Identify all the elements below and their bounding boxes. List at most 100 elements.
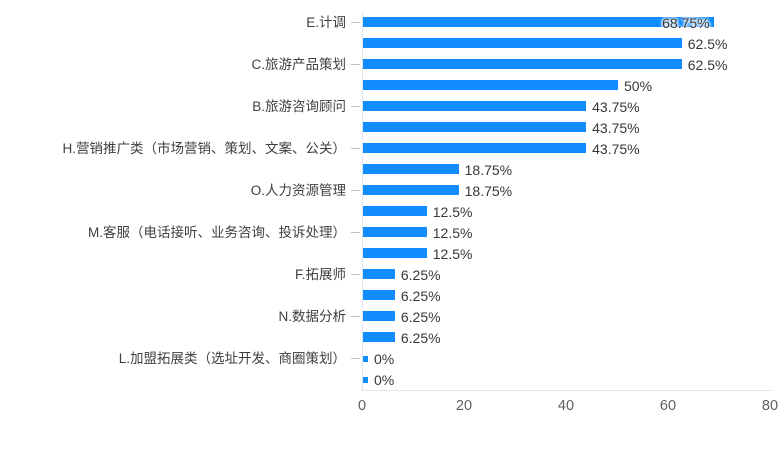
x-axis-tick-label: 20 [455,398,473,414]
value-label: 62.5% [687,56,728,73]
bar-row: 6.25% [363,327,771,348]
x-axis-tick-label: 60 [659,398,677,414]
category-tick [351,43,360,44]
category-label-row [0,33,362,54]
category-tick [351,127,360,128]
bar[interactable] [363,311,395,321]
category-label-row [0,243,362,264]
category-label-row: M.客服（电话接听、业务咨询、投诉处理） [0,222,362,243]
category-label: B.旅游咨询顾问 [252,99,346,114]
bar[interactable] [363,17,714,27]
bar[interactable] [363,143,587,153]
category-tick [351,169,360,170]
value-label: 18.75% [464,182,513,199]
bar-row: 12.5% [363,222,771,243]
category-tick [351,211,360,212]
x-axis-tick-label: 0 [357,398,367,414]
value-label: 18.75% [464,161,513,178]
category-tick [351,148,360,149]
bar-row: 62.5% [363,33,771,54]
bar[interactable] [363,376,368,383]
bar[interactable] [363,80,618,90]
category-label: O.人力资源管理 [250,183,346,198]
bar-row: 6.25% [363,285,771,306]
value-label: 12.5% [432,224,473,241]
category-tick [351,64,360,65]
value-label: 68.75% [662,14,710,31]
bar-row: 43.75% [363,117,771,138]
category-label-row [0,285,362,306]
category-label-row: N.数据分析 [0,306,362,327]
bar[interactable] [363,122,587,132]
bar-row: 12.5% [363,201,771,222]
category-label-row [0,201,362,222]
bar-row: 43.75% [363,138,771,159]
category-label-row [0,327,362,348]
bar[interactable] [363,185,459,195]
category-label-row: L.加盟拓展类（选址开发、商圈策划） [0,348,362,369]
bar-row: 50% [363,75,771,96]
bar-row: 12.5% [363,243,771,264]
x-axis-tick-label: 80 [761,398,779,414]
value-label: 6.25% [400,287,441,304]
value-label: 6.25% [400,329,441,346]
bar[interactable] [363,59,682,69]
category-label: F.拓展师 [294,267,346,282]
bar[interactable] [363,38,682,48]
value-label: 0% [374,350,395,367]
category-tick [351,337,360,338]
value-label: 6.25% [400,308,441,325]
category-tick [351,316,360,317]
category-label: N.数据分析 [278,309,347,324]
bar-row: 6.25% [363,264,771,285]
category-label: E.计调 [306,15,346,30]
category-label-row [0,117,362,138]
category-tick [351,106,360,107]
category-label-row [0,75,362,96]
bar-row: 0% [363,369,771,390]
bar-row: 6.25% [363,306,771,327]
category-label-row: O.人力资源管理 [0,180,362,201]
category-tick [351,85,360,86]
category-label-row: E.计调 [0,12,362,33]
value-label: 43.75% [592,119,640,136]
category-label: C.旅游产品策划 [251,57,347,72]
bar[interactable] [363,206,427,216]
category-label: M.客服（电话接听、业务咨询、投诉处理） [88,225,346,240]
x-axis-tick-label: 40 [557,398,575,414]
bar-row: 18.75% [363,159,771,180]
category-label-row: H.营销推广类（市场营销、策划、文案、公关） [0,138,362,159]
bar-row: 68.75% [363,12,771,33]
plot-area: 68.75% 62.5% 62.5% 50% 43.75% 43.75% 43.75% 18.… [362,12,771,391]
category-tick [351,253,360,254]
category-axis: E.计调 C.旅游产品策划 B.旅游咨询顾问 H.营销推广类（市场营销、策划、文案、公… [0,12,362,390]
category-label-row [0,159,362,180]
x-axis: 0 20 40 60 80 [358,398,778,418]
category-label-row [0,369,362,390]
value-label: 43.75% [592,98,640,115]
category-label-row: C.旅游产品策划 [0,54,362,75]
bar[interactable] [363,332,395,342]
bar[interactable] [363,290,395,300]
bar[interactable] [363,269,395,279]
bar[interactable] [363,101,587,111]
category-tick [351,358,360,359]
category-label-row: B.旅游咨询顾问 [0,96,362,117]
category-label-row: F.拓展师 [0,264,362,285]
category-label: H.营销推广类（市场营销、策划、文案、公关） [62,141,347,156]
bar[interactable] [363,355,368,362]
value-label: 12.5% [432,245,473,262]
bar[interactable] [363,164,459,174]
bar[interactable] [363,227,427,237]
category-tick [351,274,360,275]
bar[interactable] [363,248,427,258]
category-tick [351,22,360,23]
value-label: 62.5% [687,35,728,52]
category-tick [351,295,360,296]
category-tick [351,190,360,191]
value-label: 12.5% [432,203,473,220]
value-label: 43.75% [592,140,640,157]
bar-row: 62.5% [363,54,771,75]
bar-row: 18.75% [363,180,771,201]
